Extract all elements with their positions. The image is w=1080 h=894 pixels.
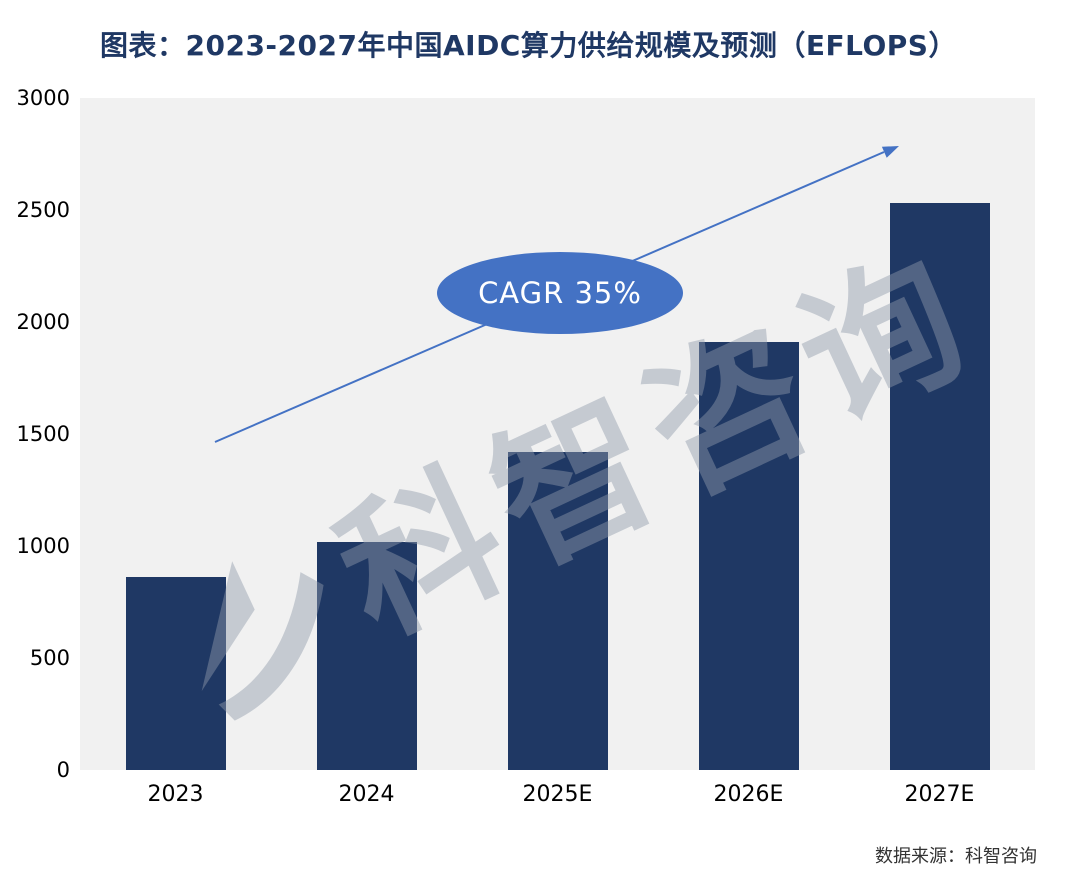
y-tick-label: 500 (29, 646, 70, 670)
x-tick-label: 2027E (904, 782, 975, 807)
x-tick-label: 2024 (338, 782, 395, 807)
chart-title: 图表：2023-2027年中国AIDC算力供给规模及预测（EFLOPS） (100, 29, 957, 62)
y-tick-label: 2000 (16, 310, 70, 334)
bar-2023 (125, 577, 226, 770)
bar-slot (80, 98, 271, 770)
x-tick-label: 2026E (713, 782, 784, 807)
plot-area (80, 98, 1035, 770)
bar-2024 (316, 541, 417, 770)
bar-2027E (889, 203, 990, 770)
bar-2025E (507, 451, 608, 770)
bar-slot (844, 98, 1035, 770)
bar-slot (653, 98, 844, 770)
y-tick-label: 1000 (16, 534, 70, 558)
x-tick-label: 2025E (522, 782, 593, 807)
cagr-label: CAGR 35% (478, 276, 642, 310)
source-note: 数据来源：科智咨询 (875, 846, 1037, 867)
bar-slot (271, 98, 462, 770)
bar-slot (462, 98, 653, 770)
bar-2026E (698, 342, 799, 770)
x-axis: 2023 2024 2025E 2026E 2027E (80, 782, 1035, 807)
bars (80, 98, 1035, 770)
y-tick-label: 0 (56, 758, 70, 782)
cagr-ellipse: CAGR 35% (437, 252, 683, 334)
y-tick-label: 3000 (16, 86, 70, 110)
y-tick-label: 2500 (16, 198, 70, 222)
y-tick-label: 1500 (16, 422, 70, 446)
x-tick-label: 2023 (147, 782, 204, 807)
y-axis: 0 500 1000 1500 2000 2500 3000 (0, 86, 70, 782)
